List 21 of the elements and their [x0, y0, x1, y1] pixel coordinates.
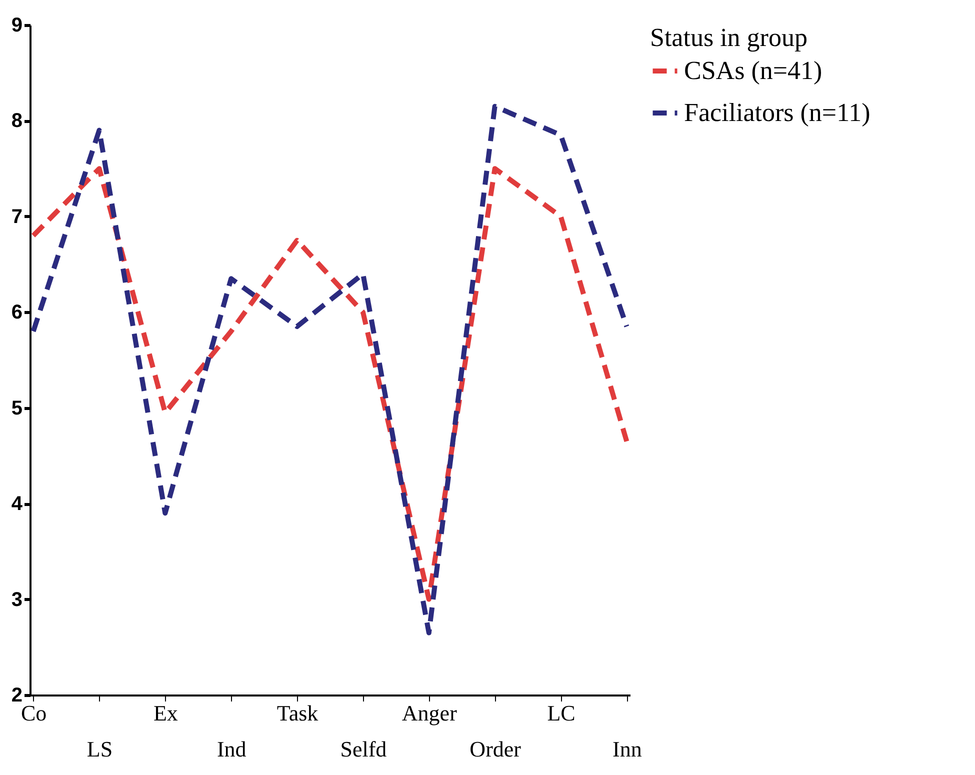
x-tick-label: Selfd: [340, 736, 387, 762]
legend-label: Faciliators (n=11): [684, 98, 870, 127]
x-tick-label: Inn: [612, 736, 642, 762]
x-tick-label: Co: [20, 700, 47, 726]
x-tick-label: Anger: [402, 700, 458, 726]
legend-title: Status in group: [650, 23, 808, 52]
x-tick-label: Order: [470, 736, 522, 762]
y-tick-label: 3: [11, 588, 22, 611]
legend-label: CSAs (n=41): [684, 56, 822, 85]
x-tick-label: LS: [86, 736, 113, 762]
y-tick-label: 7: [11, 206, 22, 228]
x-tick-label: Task: [276, 700, 318, 726]
y-tick-label: 6: [11, 302, 22, 324]
y-tick-label: 2: [11, 684, 22, 706]
y-tick-label: 4: [11, 493, 24, 516]
x-tick-label: LC: [547, 700, 576, 726]
y-tick-label: 8: [11, 110, 22, 132]
y-tick-label: 9: [11, 14, 22, 36]
x-tick-label: Ex: [153, 700, 178, 726]
x-tick-label: Ind: [216, 736, 246, 762]
y-tick-label: 5: [11, 397, 22, 420]
